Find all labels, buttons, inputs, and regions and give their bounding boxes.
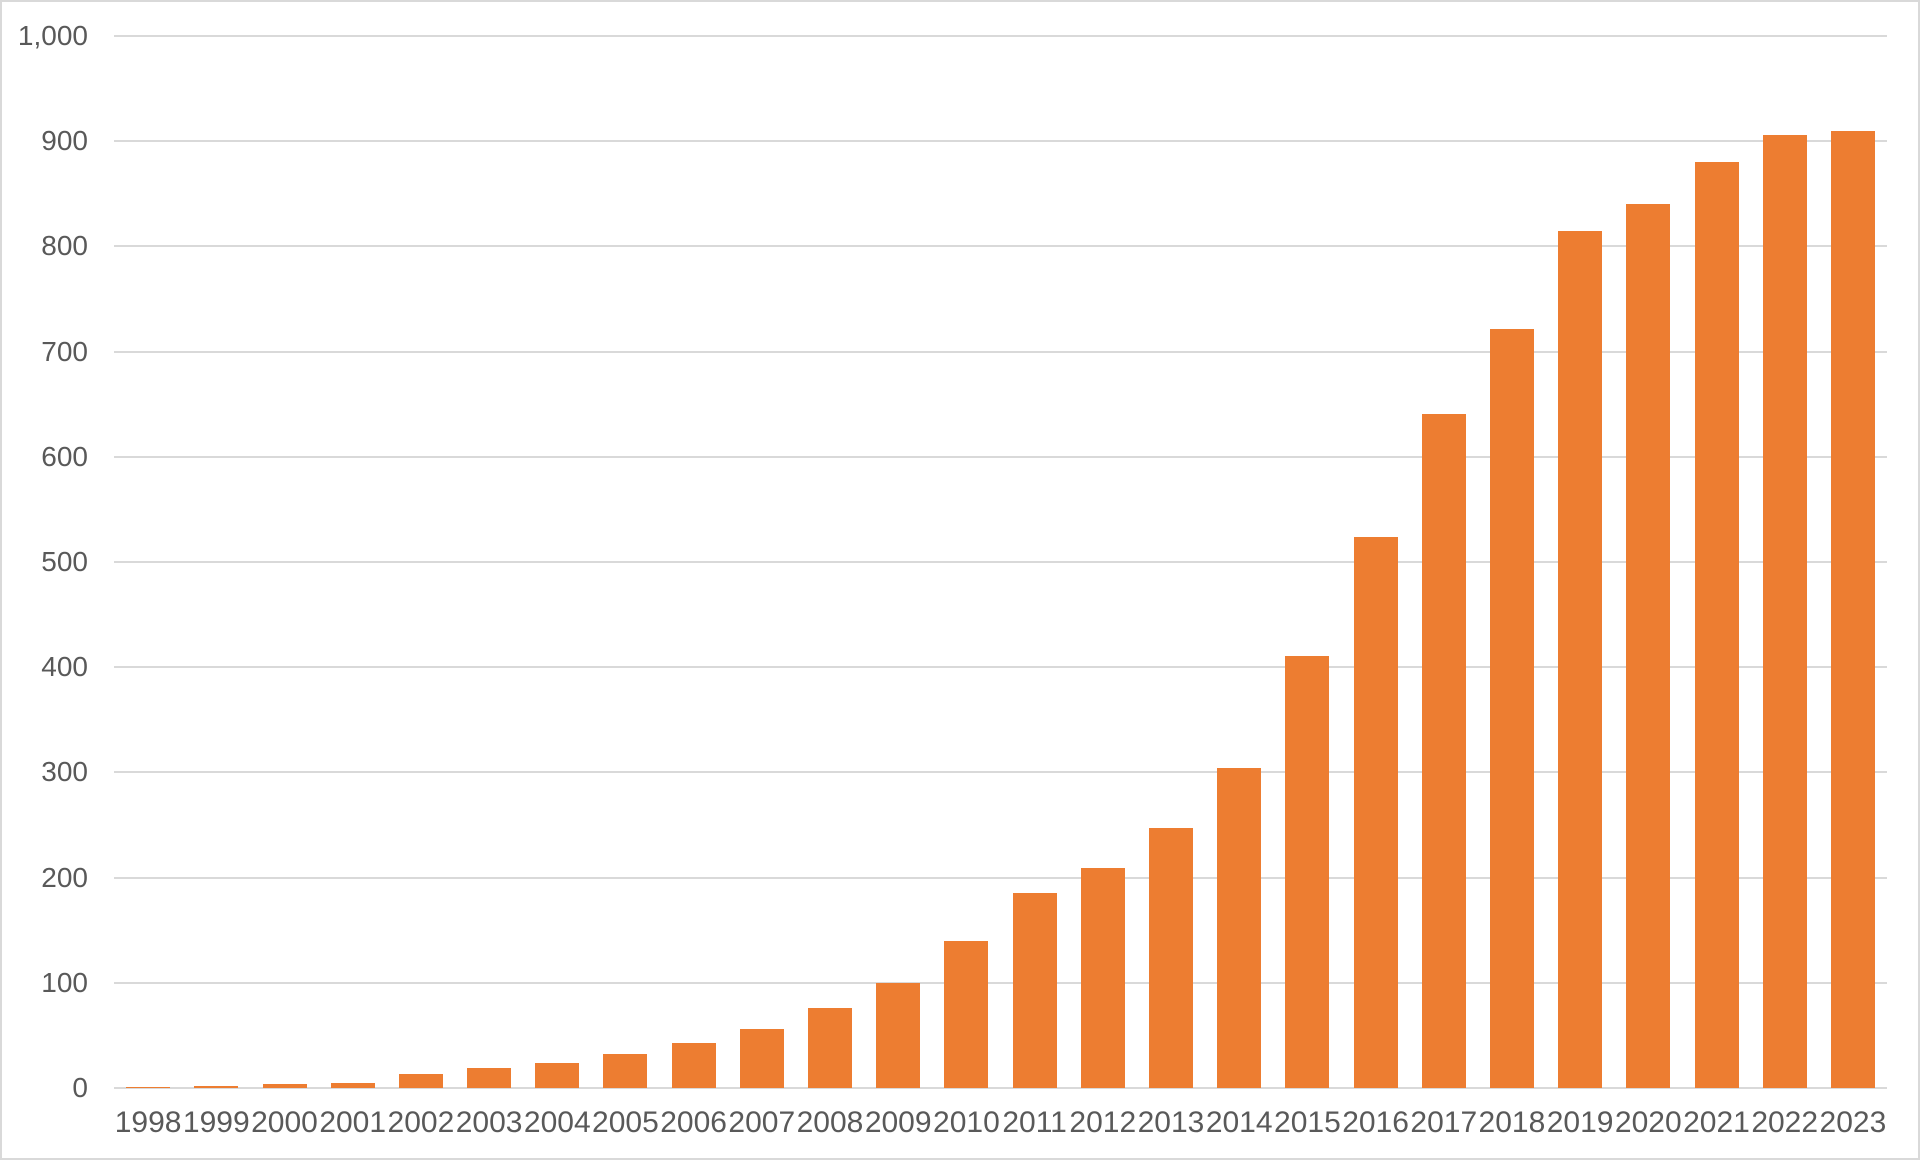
bar-2022 [1762, 134, 1807, 1088]
bar-1998 [126, 1086, 171, 1088]
bar-2023 [1830, 130, 1875, 1088]
gridline-0 [114, 1087, 1887, 1089]
x-axis-label-2016: 2016 [1342, 1106, 1409, 1139]
x-axis-label-2022: 2022 [1751, 1106, 1819, 1139]
bar-2000 [262, 1083, 307, 1088]
x-axis-label-1998: 1998 [114, 1106, 182, 1139]
x-axis-label-2023: 2023 [1819, 1106, 1887, 1139]
bar-1999 [194, 1085, 239, 1088]
x-axis-label-2013: 2013 [1137, 1106, 1205, 1139]
gridline-300 [114, 771, 1887, 774]
y-axis-tick-label-100: 100 [41, 966, 88, 998]
bar-2013 [1149, 828, 1193, 1088]
bar-2019 [1558, 230, 1603, 1088]
x-axis-label-2018: 2018 [1478, 1106, 1546, 1139]
y-axis-tick-label-1000: 1,000 [17, 20, 88, 51]
x-axis-label-2012: 2012 [1069, 1106, 1137, 1139]
gridline-1000 [114, 35, 1887, 37]
bar-2017 [1421, 413, 1466, 1088]
bar-2005 [603, 1054, 648, 1088]
bar-2012 [1080, 868, 1125, 1088]
bar-2004 [535, 1062, 580, 1088]
x-axis-label-2014: 2014 [1205, 1106, 1273, 1139]
x-axis-label-2001: 2001 [319, 1106, 387, 1139]
x-axis-label-2019: 2019 [1546, 1106, 1614, 1139]
y-axis-tick-label-400: 400 [41, 651, 88, 683]
y-axis-tick-label-500: 500 [41, 546, 88, 577]
y-axis-tick-label-200: 200 [41, 861, 88, 893]
x-axis-label-2007: 2007 [728, 1106, 796, 1139]
y-axis-tick-label-0: 0 [72, 1072, 88, 1103]
bar-2009 [876, 982, 921, 1088]
bar-2014 [1217, 768, 1262, 1088]
x-axis-label-2000: 2000 [251, 1106, 318, 1139]
gridline-700 [114, 350, 1887, 353]
y-axis-tick-label-900: 900 [41, 125, 88, 157]
y-axis-tick-label-800: 800 [41, 230, 88, 262]
bar-2003 [467, 1068, 512, 1088]
bar-2006 [671, 1042, 716, 1088]
bar-2021 [1694, 162, 1739, 1088]
x-axis-label-2010: 2010 [933, 1106, 1000, 1139]
x-axis-label-2008: 2008 [796, 1106, 864, 1139]
y-axis-tick-label-300: 300 [41, 756, 88, 788]
gridline-800 [114, 245, 1887, 248]
bar-2008 [808, 1008, 852, 1088]
bar-2015 [1285, 655, 1330, 1088]
x-axis-label-2021: 2021 [1683, 1106, 1750, 1139]
gridline-100 [114, 981, 1887, 984]
bar-2018 [1489, 328, 1534, 1088]
y-axis-tick-label-600: 600 [41, 440, 88, 472]
x-axis-label-2017: 2017 [1410, 1106, 1478, 1139]
x-axis-label-2015: 2015 [1274, 1106, 1341, 1139]
x-axis-label-1999: 1999 [182, 1106, 250, 1139]
gridline-200 [114, 876, 1887, 879]
bar-2011 [1012, 893, 1057, 1088]
x-axis-label-2005: 2005 [592, 1106, 659, 1139]
bar-2016 [1353, 536, 1398, 1088]
y-axis-tick-label-700: 700 [41, 335, 88, 367]
gridline-500 [114, 561, 1887, 563]
bar-2002 [398, 1074, 443, 1088]
x-axis-label-2003: 2003 [455, 1106, 523, 1139]
bar-2010 [944, 940, 989, 1088]
bar-2020 [1626, 204, 1671, 1088]
gridline-400 [114, 666, 1887, 669]
bar-2007 [739, 1029, 784, 1088]
x-axis-label-2011: 2011 [1002, 1106, 1067, 1139]
x-axis-label-2020: 2020 [1614, 1106, 1682, 1139]
x-axis-label-2002: 2002 [387, 1106, 455, 1139]
x-axis-label-2006: 2006 [660, 1106, 727, 1139]
gridline-900 [114, 140, 1887, 143]
bar-2001 [330, 1082, 375, 1088]
gridline-600 [114, 455, 1887, 458]
x-axis-label-2009: 2009 [864, 1106, 932, 1139]
x-axis-label-2004: 2004 [523, 1106, 591, 1139]
